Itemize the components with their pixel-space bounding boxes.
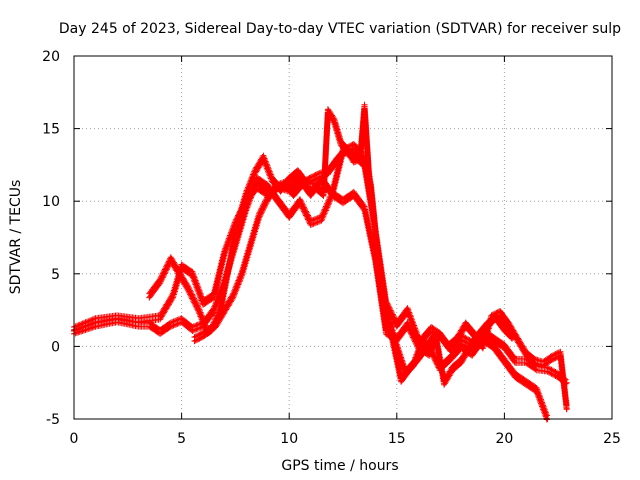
axis-ticks: 0 5 10 15 20 25 -5 0 5 10 15 20 (42, 49, 621, 447)
y-tick-label: 15 (42, 122, 60, 138)
satellite-track-4 (191, 101, 570, 413)
y-tick-label: 0 (51, 339, 60, 355)
point-markers (71, 174, 570, 387)
y-tick-label: 10 (42, 194, 60, 210)
plot-frame (73, 55, 613, 420)
y-tick-label: -5 (46, 412, 60, 428)
x-tick-label: 25 (603, 431, 621, 447)
x-tick-label: 10 (280, 431, 298, 447)
x-axis-label: GPS time / hours (281, 458, 398, 474)
x-tick-label: 20 (495, 431, 513, 447)
data-points (71, 101, 570, 423)
y-tick-label: 5 (51, 267, 60, 283)
x-tick-label: 0 (70, 431, 79, 447)
y-tick-label: 20 (42, 49, 60, 65)
x-tick-label: 15 (388, 431, 406, 447)
y-axis-label: SDTVAR / TECUs (8, 180, 24, 295)
x-tick-label: 5 (177, 431, 186, 447)
satellite-track-1 (71, 174, 570, 387)
point-markers (191, 101, 570, 413)
chart-title: Day 245 of 2023, Sidereal Day-to-day VTE… (59, 21, 621, 37)
